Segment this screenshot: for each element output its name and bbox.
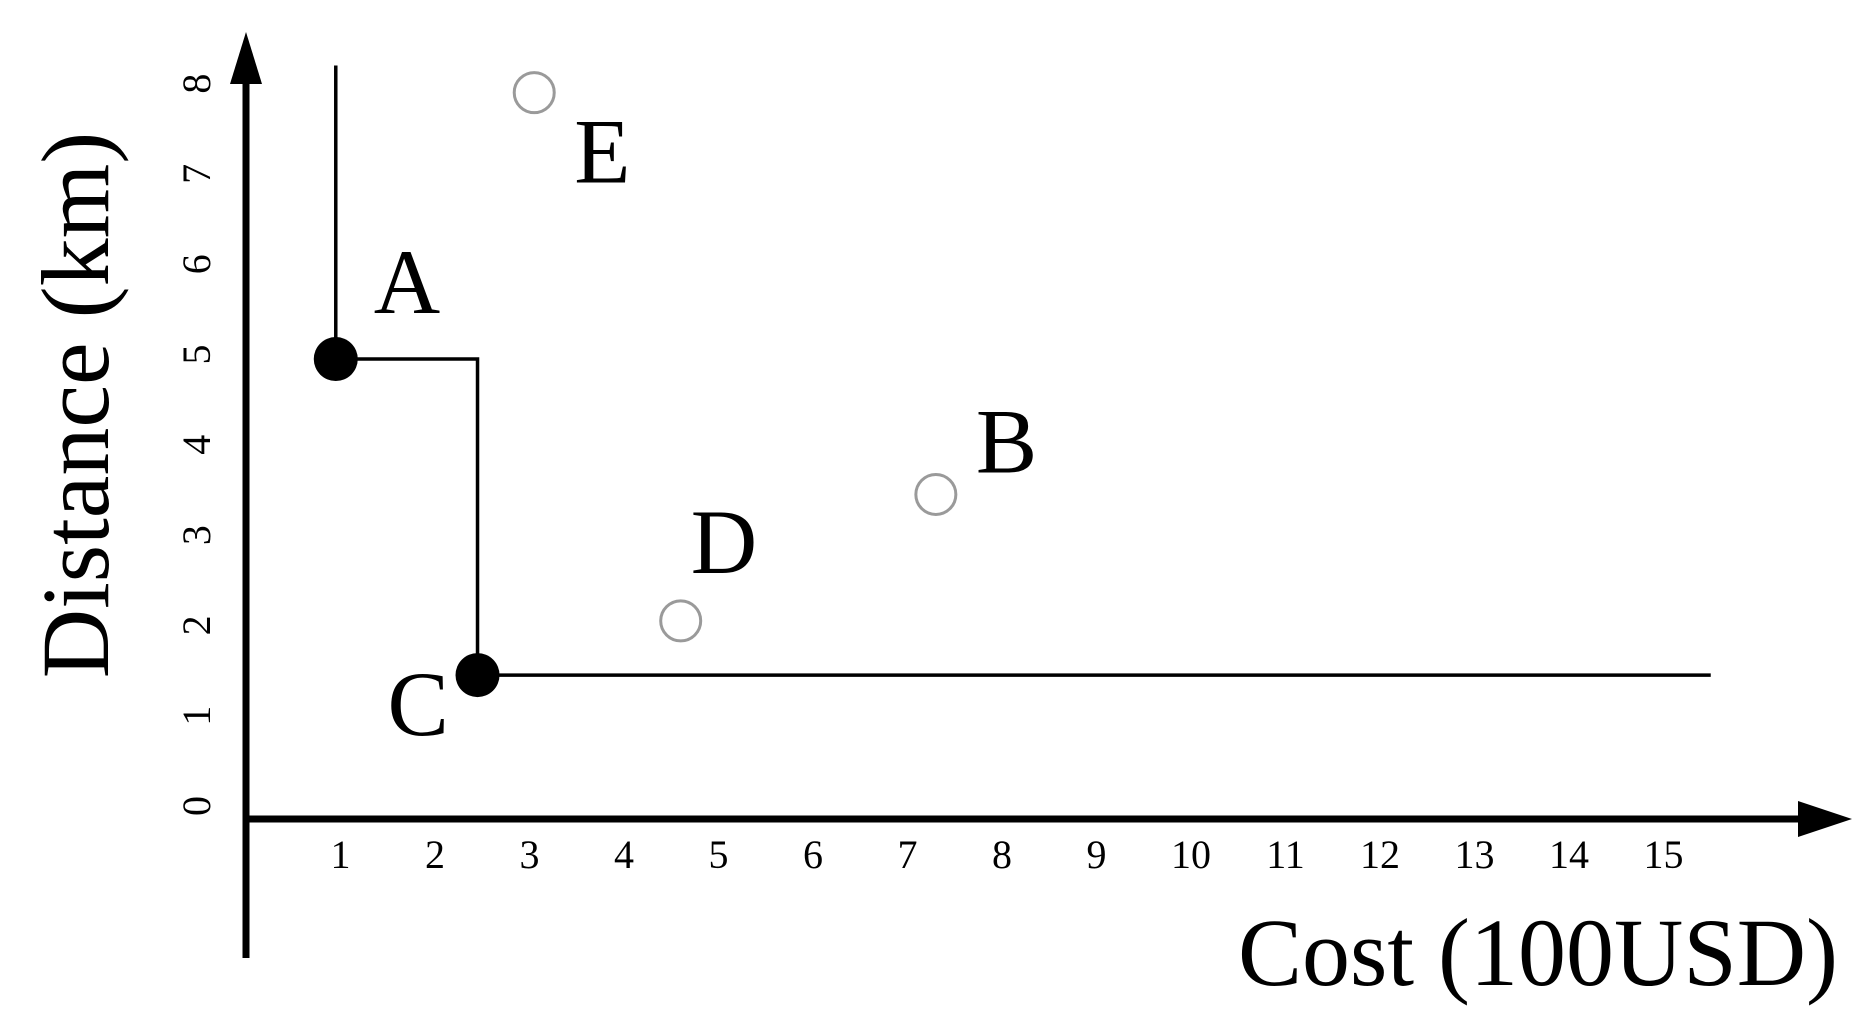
x-tick-label: 7 (898, 832, 918, 877)
y-axis-arrowhead (230, 32, 262, 84)
axes (230, 32, 1852, 958)
x-tick-label: 10 (1171, 832, 1211, 877)
point-d-marker (659, 599, 703, 643)
x-tick-label: 9 (1087, 832, 1107, 877)
x-tick-label: 2 (425, 832, 445, 877)
point-d-label: D (691, 491, 757, 593)
point-c-label: C (388, 653, 449, 755)
point-e-label: E (574, 101, 630, 203)
x-tick-label: 13 (1455, 832, 1495, 877)
y-tick-label: 7 (174, 164, 219, 184)
point-a-marker (313, 337, 358, 382)
frontier-line (334, 65, 1711, 677)
y-axis-title: Distance (km) (22, 132, 129, 678)
x-tick-label: 3 (520, 832, 540, 877)
y-tick-label: 6 (174, 254, 219, 274)
y-tick-label: 5 (174, 345, 219, 365)
x-axis-title: Cost (100USD) (1238, 899, 1838, 1006)
point-c-marker (455, 653, 500, 698)
point-a-label: A (374, 231, 440, 333)
x-tick-label: 12 (1360, 832, 1400, 877)
y-tick-label: 8 (174, 74, 219, 94)
y-tick-label: 3 (174, 525, 219, 545)
y-tick-label: 0 (174, 796, 219, 816)
y-tick-label: 2 (174, 615, 219, 635)
point-b-marker (914, 472, 958, 516)
pareto-frontier (334, 65, 1711, 677)
x-tick-labels: 1 2 3 4 5 6 7 8 9 10 11 12 13 14 15 (331, 832, 1684, 877)
x-tick-label: 6 (803, 832, 823, 877)
x-tick-label: 4 (614, 832, 634, 877)
x-tick-label: 15 (1644, 832, 1684, 877)
x-tick-label: 5 (709, 832, 729, 877)
y-tick-labels: 0 1 2 3 4 5 6 7 8 (174, 74, 219, 816)
x-tick-label: 14 (1549, 832, 1589, 877)
y-tick-label: 4 (174, 435, 219, 455)
x-tick-label: 8 (992, 832, 1012, 877)
x-tick-label: 11 (1266, 832, 1305, 877)
x-tick-label: 1 (331, 832, 351, 877)
point-b-label: B (976, 390, 1037, 492)
y-tick-label: 1 (174, 706, 219, 726)
x-axis-arrowhead (1798, 801, 1852, 837)
point-e-marker (512, 71, 556, 115)
data-points: A B C D E (313, 71, 1037, 755)
